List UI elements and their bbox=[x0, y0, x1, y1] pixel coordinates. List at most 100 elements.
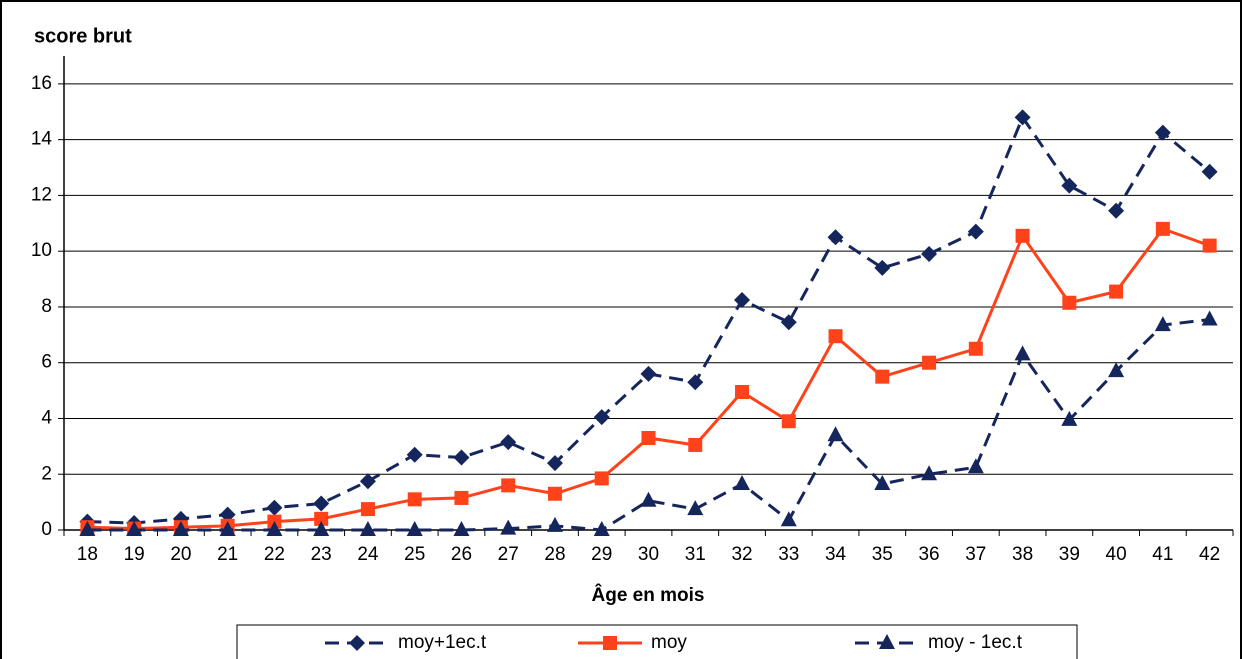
point bbox=[453, 449, 470, 466]
y-tick-label: 4 bbox=[41, 407, 52, 428]
point bbox=[1108, 202, 1125, 219]
chart-title: score brut bbox=[34, 25, 132, 47]
x-tick-label: 36 bbox=[918, 544, 939, 565]
point bbox=[1014, 109, 1031, 126]
point bbox=[266, 499, 283, 516]
point bbox=[453, 521, 470, 536]
point bbox=[640, 365, 657, 382]
point bbox=[879, 634, 895, 649]
x-tick-label: 18 bbox=[77, 544, 98, 565]
point bbox=[360, 502, 375, 517]
y-tick-label: 6 bbox=[41, 352, 52, 373]
y-tick-label: 2 bbox=[41, 463, 52, 484]
x-tick-label: 21 bbox=[217, 544, 238, 565]
x-tick-label: 26 bbox=[451, 544, 472, 565]
point bbox=[266, 521, 283, 536]
point bbox=[313, 521, 330, 536]
point bbox=[1201, 310, 1218, 326]
legend-label: moy+1ec.t bbox=[398, 632, 487, 653]
legend-label: moy - 1ec.t bbox=[928, 632, 1023, 653]
point bbox=[874, 474, 891, 490]
x-tick-label: 23 bbox=[311, 544, 332, 565]
point bbox=[1015, 228, 1030, 243]
point bbox=[968, 341, 983, 356]
point bbox=[313, 495, 330, 512]
x-tick-label: 42 bbox=[1199, 544, 1220, 565]
x-tick-label: 34 bbox=[825, 544, 847, 565]
point bbox=[593, 521, 610, 536]
point bbox=[967, 458, 984, 474]
x-tick-label: 25 bbox=[404, 544, 425, 565]
point bbox=[1109, 284, 1124, 299]
x-tick-label: 20 bbox=[170, 544, 191, 565]
point bbox=[780, 314, 797, 331]
y-tick-label: 14 bbox=[31, 129, 53, 150]
x-tick-label: 38 bbox=[1012, 544, 1033, 565]
point bbox=[1061, 410, 1078, 426]
point bbox=[828, 329, 843, 344]
y-tick-label: 10 bbox=[31, 240, 52, 261]
point bbox=[687, 374, 704, 391]
point bbox=[594, 471, 609, 486]
point bbox=[735, 384, 750, 399]
point bbox=[547, 486, 562, 501]
x-tick-label: 32 bbox=[731, 544, 752, 565]
x-tick-label: 30 bbox=[638, 544, 659, 565]
point bbox=[219, 506, 236, 523]
point bbox=[827, 426, 844, 442]
point bbox=[314, 511, 329, 526]
x-tick-label: 22 bbox=[264, 544, 285, 565]
point bbox=[406, 521, 423, 536]
point bbox=[406, 446, 423, 463]
point bbox=[688, 437, 703, 452]
point bbox=[1108, 362, 1125, 378]
y-tick-label: 8 bbox=[41, 296, 52, 317]
point bbox=[1061, 177, 1078, 194]
y-tick-label: 12 bbox=[31, 184, 52, 205]
point bbox=[874, 259, 891, 276]
x-tick-label: 39 bbox=[1059, 544, 1080, 565]
point bbox=[79, 521, 96, 536]
x-tick-label: 31 bbox=[685, 544, 706, 565]
point bbox=[921, 465, 938, 481]
x-tick-label: 33 bbox=[778, 544, 799, 565]
y-tick-label: 16 bbox=[31, 73, 52, 94]
point bbox=[780, 511, 797, 527]
point bbox=[603, 636, 617, 650]
point bbox=[781, 414, 796, 429]
point bbox=[126, 521, 143, 536]
point bbox=[1201, 163, 1218, 180]
point bbox=[922, 355, 937, 370]
point bbox=[687, 500, 704, 516]
point bbox=[349, 635, 365, 651]
point bbox=[1014, 345, 1031, 361]
y-tick-label: 0 bbox=[41, 519, 52, 540]
point bbox=[734, 291, 751, 308]
point bbox=[593, 409, 610, 426]
point bbox=[546, 455, 563, 472]
x-tick-label: 27 bbox=[498, 544, 519, 565]
point bbox=[967, 223, 984, 240]
point bbox=[407, 492, 422, 507]
point bbox=[1202, 238, 1217, 253]
point bbox=[1062, 295, 1077, 310]
x-tick-label: 37 bbox=[965, 544, 986, 565]
point bbox=[640, 491, 657, 507]
x-tick-label: 28 bbox=[544, 544, 565, 565]
point bbox=[734, 474, 751, 490]
point bbox=[500, 434, 517, 451]
point bbox=[500, 519, 517, 535]
x-tick-label: 41 bbox=[1152, 544, 1173, 565]
point bbox=[359, 473, 376, 490]
x-tick-label: 24 bbox=[357, 544, 379, 565]
point bbox=[172, 521, 189, 536]
point bbox=[1154, 124, 1171, 141]
point bbox=[875, 369, 890, 384]
point bbox=[454, 490, 469, 505]
point bbox=[359, 521, 376, 536]
point bbox=[1155, 221, 1170, 236]
point bbox=[827, 229, 844, 246]
x-tick-label: 40 bbox=[1106, 544, 1127, 565]
